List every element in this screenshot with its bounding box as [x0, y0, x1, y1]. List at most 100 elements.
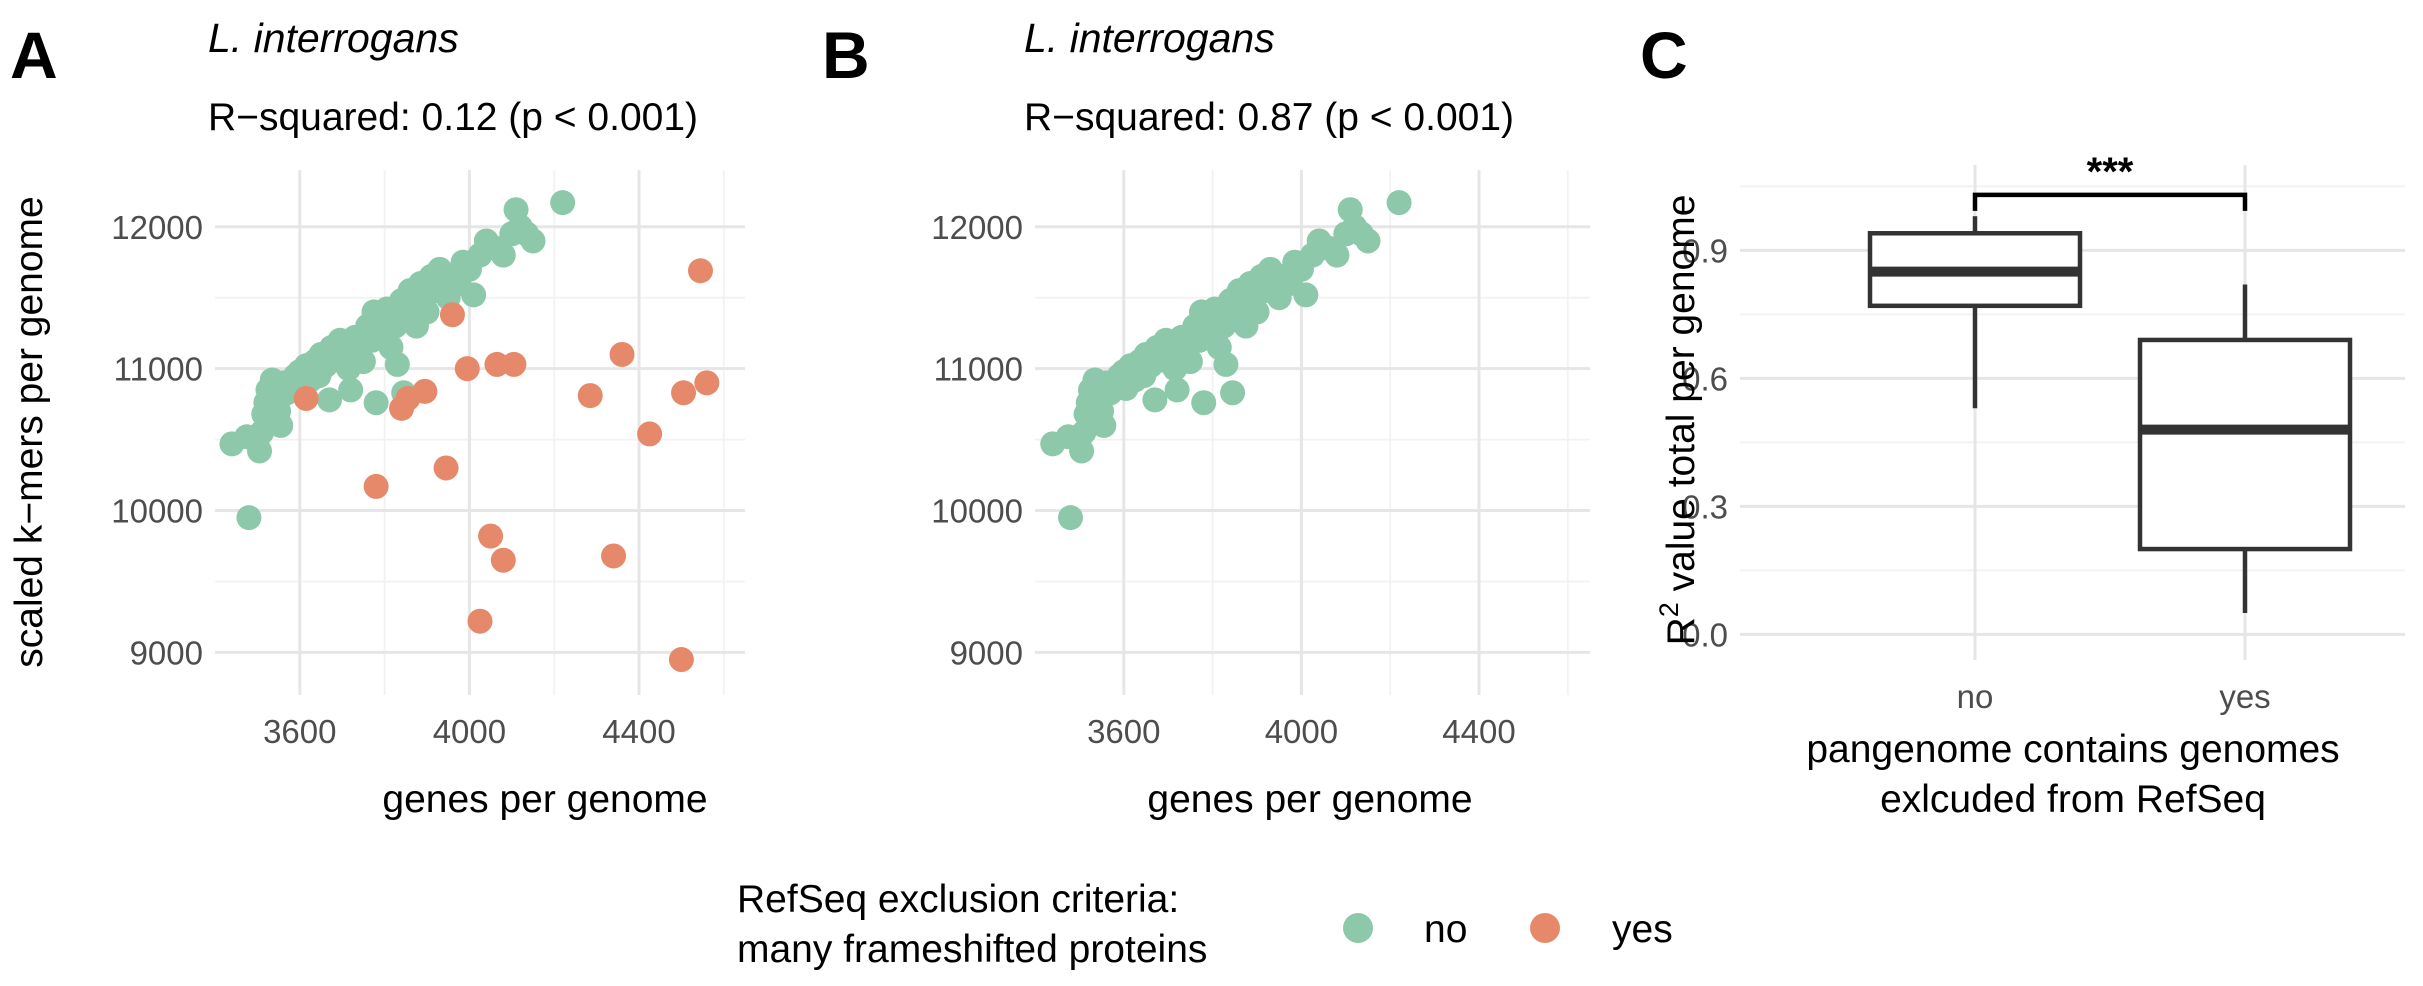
panel-b-point-no — [1142, 387, 1168, 413]
panel-b-point-no — [1091, 412, 1117, 438]
panel-b-point-no — [1177, 349, 1203, 375]
panel-a-point-yes — [433, 455, 459, 481]
panel-b: B L. interrogans R−squared: 0.87 (p < 0.… — [822, 15, 1590, 821]
panel-a-point-yes — [609, 341, 635, 367]
panel-b-point-no — [1355, 228, 1381, 254]
panel-b-point-no — [1069, 438, 1095, 464]
panel-b-y-tick-label: 11000 — [934, 351, 1023, 388]
panel-a-x-tick-label: 4400 — [602, 713, 675, 750]
panel-a-point-no — [490, 242, 516, 268]
legend: RefSeq exclusion criteria: many frameshi… — [737, 878, 1673, 971]
panel-b-point-no — [1386, 190, 1412, 216]
panel-a-y-tick-label: 9000 — [130, 634, 203, 671]
panel-a-point-yes — [501, 351, 527, 377]
panel-a-point-no — [236, 505, 262, 531]
panel-a-point-no — [316, 387, 342, 413]
legend-swatch-no — [1343, 913, 1373, 943]
panel-a-point-yes — [478, 523, 504, 549]
panel-b-title: L. interrogans — [1024, 15, 1275, 61]
panel-c-y-tick-label: 0.3 — [1682, 488, 1728, 525]
panel-a-point-yes — [694, 370, 720, 396]
panel-a: A L. interrogans R−squared: 0.12 (p < 0.… — [8, 15, 745, 821]
panel-a-point-yes — [637, 421, 663, 447]
panel-letter-a: A — [10, 18, 58, 92]
panel-a-point-no — [247, 438, 273, 464]
panel-a-point-no — [520, 228, 546, 254]
legend-title-line2: many frameshifted proteins — [737, 928, 1207, 971]
panel-c: C 0.0 0.3 0.6 0.9 no yes *** R2 value total … — [1640, 18, 2405, 821]
panel-a-point-yes — [439, 302, 465, 328]
panel-a-x-tick-label: 3600 — [263, 713, 336, 750]
legend-swatch-yes — [1530, 913, 1560, 943]
panel-b-subtitle: R−squared: 0.87 (p < 0.001) — [1024, 96, 1514, 139]
panel-b-point-no — [1071, 420, 1097, 445]
panel-a-y-tick-label: 12000 — [111, 209, 203, 246]
panel-a-point-no — [461, 282, 487, 308]
panel-a-point-yes — [293, 385, 319, 411]
panel-letter-c: C — [1640, 18, 1688, 92]
panel-c-y-axis-title-superscript: 2 — [1654, 602, 1684, 617]
panel-c-boxes — [1867, 216, 2353, 614]
panel-a-point-no — [550, 190, 576, 216]
panel-a-point-no — [363, 390, 389, 416]
panel-b-y-tick-label: 9000 — [950, 634, 1023, 671]
significance-label: *** — [2087, 150, 2134, 194]
panel-b-x-ticks: 3600 4000 4400 — [1087, 713, 1516, 750]
panel-c-y-tick-label: 0.6 — [1682, 360, 1728, 397]
legend-label-no: no — [1424, 908, 1467, 951]
panel-c-y-axis-title: R2 value total per genome — [1654, 195, 1703, 646]
panel-c-x-axis-title-line1: pangenome contains genomes — [1806, 728, 2339, 771]
panel-b-points — [1040, 190, 1412, 531]
panel-a-point-no — [249, 420, 275, 445]
panel-b-point-no — [1058, 505, 1084, 531]
panel-a-point-no — [338, 377, 364, 403]
panel-a-x-axis-title: genes per genome — [382, 778, 707, 821]
panel-b-point-no — [1213, 351, 1239, 377]
panel-b-x-tick-label: 3600 — [1087, 713, 1160, 750]
panel-a-y-axis-title: scaled k−mers per genome — [8, 196, 51, 668]
panel-a-point-yes — [467, 608, 493, 634]
panel-a-point-yes — [577, 383, 603, 409]
panel-c-y-axis-title-prefix: R — [1660, 617, 1703, 645]
panel-c-y-ticks: 0.0 0.3 0.6 0.9 — [1682, 232, 1728, 653]
panel-a-point-yes — [490, 547, 516, 573]
panel-b-point-no — [1164, 377, 1190, 403]
panel-b-point-no — [1244, 299, 1270, 325]
panel-a-x-tick-label: 4000 — [433, 713, 506, 750]
panel-a-y-tick-label: 11000 — [114, 351, 203, 388]
panel-c-x-tick-label: no — [1957, 678, 1994, 715]
panel-b-grid — [1035, 170, 1590, 695]
panel-a-subtitle: R−squared: 0.12 (p < 0.001) — [208, 96, 698, 139]
panel-a-point-yes — [671, 380, 697, 406]
panel-c-x-ticks: no yes — [1957, 678, 2271, 715]
panel-a-point-no — [414, 299, 440, 325]
legend-title-line1: RefSeq exclusion criteria: — [737, 878, 1179, 921]
panel-b-x-tick-label: 4000 — [1265, 713, 1338, 750]
panel-c-y-tick-label: 0.9 — [1682, 232, 1728, 269]
panel-a-point-yes — [668, 647, 694, 673]
panel-c-significance: *** — [1972, 150, 2248, 211]
panel-b-y-tick-label: 10000 — [931, 493, 1023, 530]
panel-b-y-ticks: 9000 10000 11000 12000 — [931, 209, 1023, 672]
panel-a-point-yes — [412, 378, 438, 404]
panel-b-point-no — [1191, 390, 1217, 416]
panel-c-x-axis-title-line2: exlcuded from RefSeq — [1880, 778, 2266, 821]
panel-a-points — [219, 190, 720, 673]
panel-b-x-axis-title: genes per genome — [1147, 778, 1472, 821]
panel-b-x-tick-label: 4400 — [1442, 713, 1515, 750]
panel-a-point-no — [350, 349, 376, 375]
panel-b-y-tick-label: 12000 — [931, 209, 1023, 246]
significance-bracket — [1972, 192, 2248, 211]
panel-b-point-no — [1293, 282, 1319, 308]
panel-a-title: L. interrogans — [208, 15, 459, 61]
panel-c-y-axis-title-suffix: value total per genome — [1660, 195, 1703, 603]
panel-a-point-no — [268, 412, 294, 438]
panel-c-y-tick-label: 0.0 — [1682, 616, 1728, 653]
legend-label-yes: yes — [1612, 908, 1673, 951]
panel-a-y-ticks: 9000 10000 11000 12000 — [111, 209, 203, 672]
panel-a-point-yes — [363, 473, 389, 499]
panel-a-y-tick-label: 10000 — [111, 493, 203, 530]
panel-c-x-tick-label: yes — [2219, 678, 2270, 715]
panel-letter-b: B — [822, 18, 870, 92]
